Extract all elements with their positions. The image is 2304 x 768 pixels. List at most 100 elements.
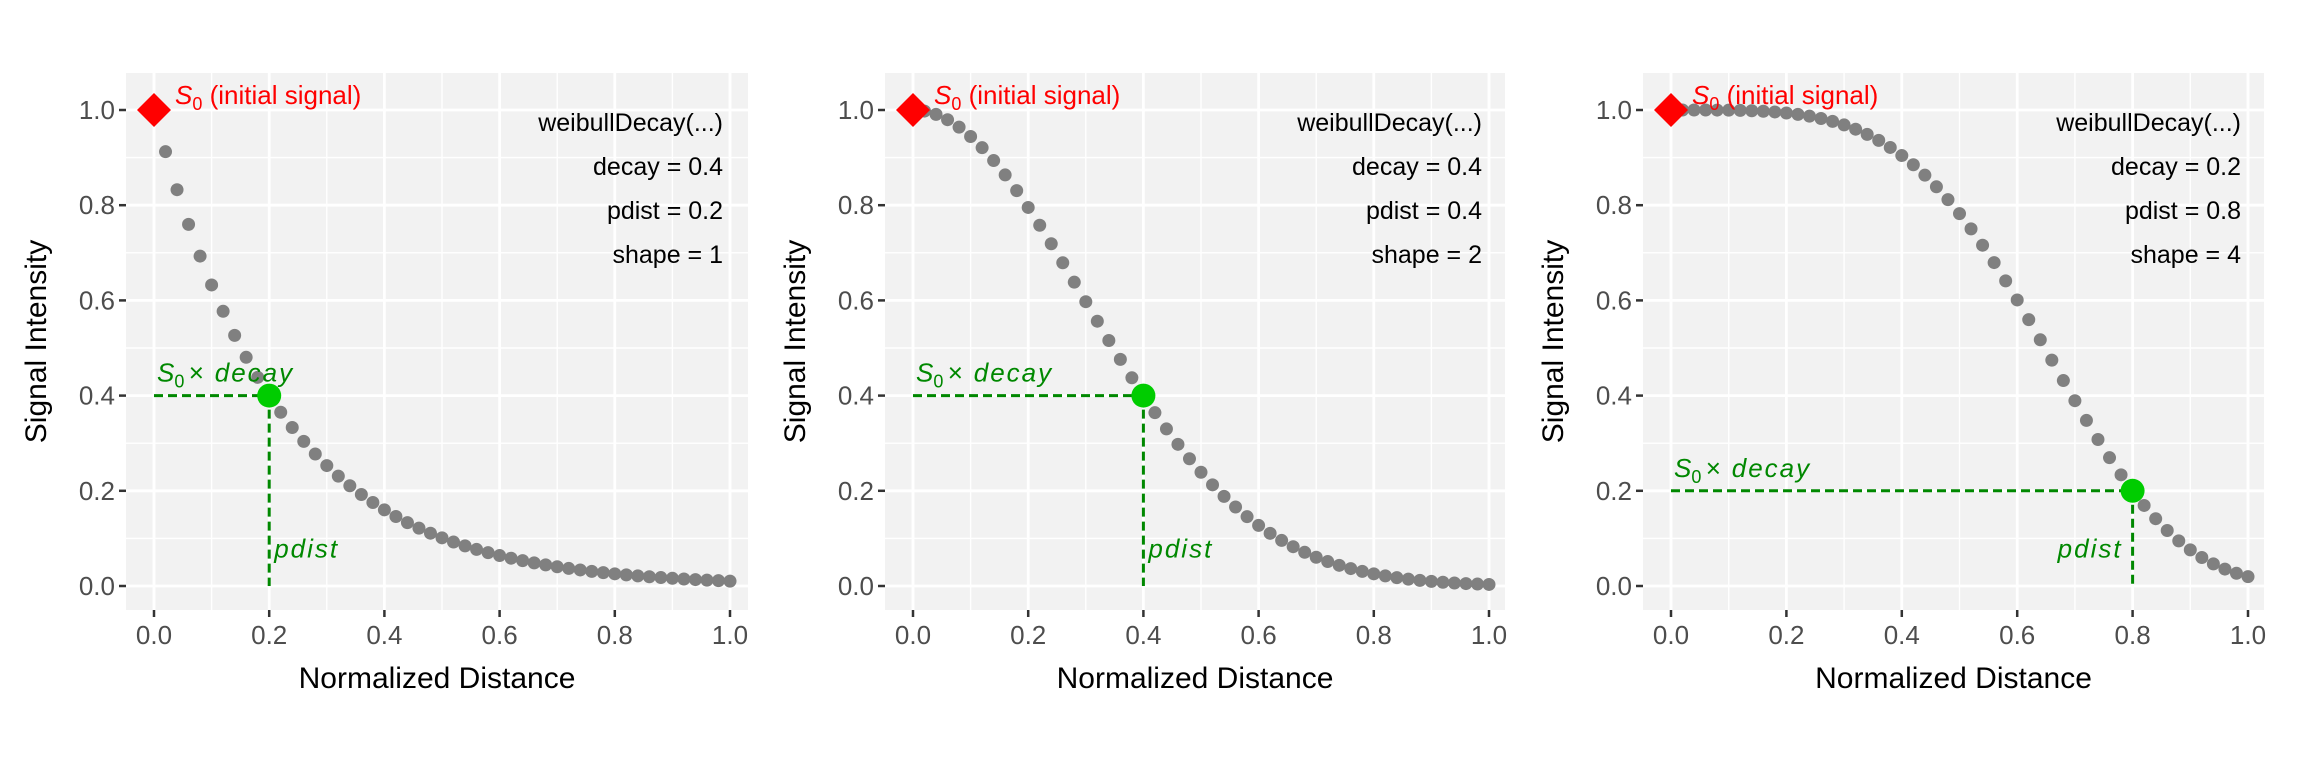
data-point (2079, 413, 2093, 427)
data-point (1240, 510, 1254, 524)
y-tick-label: 0.4 (79, 381, 115, 411)
data-point (585, 564, 599, 578)
data-point (1033, 218, 1047, 232)
data-point (1436, 575, 1450, 589)
data-point (1148, 406, 1162, 420)
panel-2: 0.0 0.2 0.4 0.6 0.8 1.0 0.0 0.2 0.4 0.6 0.8 1.0 Norm… (779, 73, 1507, 695)
decay-label-subscript: 0 (1691, 467, 1701, 487)
decay-label-symbol: S (1674, 453, 1692, 483)
data-point (2172, 534, 2186, 548)
data-point (216, 304, 230, 318)
data-point (1906, 158, 1920, 172)
data-point (308, 447, 322, 461)
data-point (1378, 569, 1392, 583)
data-point (1895, 149, 1909, 163)
data-point (527, 556, 541, 570)
data-point (573, 563, 587, 577)
parameter-annotation: shape = 2 (1371, 241, 1482, 269)
y-tick-label: 0.2 (838, 476, 874, 506)
data-point (998, 168, 1012, 182)
y-tick-label: 0.4 (1596, 381, 1632, 411)
y-tick-label: 1.0 (79, 95, 115, 125)
data-point (1263, 526, 1277, 540)
data-point (1010, 184, 1024, 198)
data-point (228, 328, 242, 342)
y-tick-label: 0.0 (1596, 571, 1632, 601)
x-tick-label: 0.6 (1241, 620, 1277, 650)
data-point (1275, 533, 1289, 547)
x-tick-label: 1.0 (712, 620, 748, 650)
data-point (1182, 452, 1196, 466)
decay-point (257, 383, 282, 408)
data-point (435, 531, 449, 545)
data-point (550, 560, 564, 574)
data-point (2218, 562, 2232, 576)
x-tick-label: 0.4 (1884, 620, 1920, 650)
data-point (516, 554, 530, 568)
data-point (1171, 437, 1185, 451)
data-point (1090, 314, 1104, 328)
data-point (642, 570, 656, 584)
data-point (274, 405, 288, 419)
data-point (320, 459, 334, 473)
data-point (1252, 518, 1266, 532)
x-tick-label: 0.8 (2115, 620, 2151, 650)
data-point (1791, 107, 1805, 121)
decay-label-subscript: 0 (174, 372, 184, 392)
data-point (941, 113, 955, 127)
data-point (458, 539, 472, 553)
data-point (1206, 478, 1220, 492)
data-point (1883, 140, 1897, 154)
data-point (2068, 394, 2082, 408)
data-point (1999, 274, 2013, 288)
data-point (1447, 576, 1461, 590)
data-point (354, 488, 368, 502)
data-point (205, 278, 219, 292)
data-point (2160, 524, 2174, 538)
data-point (1837, 118, 1851, 132)
data-point (1964, 222, 1978, 236)
data-point (343, 479, 357, 493)
data-point (1872, 133, 1886, 147)
data-point (596, 566, 610, 580)
data-point (377, 503, 391, 517)
data-point (1976, 238, 1990, 252)
data-point (170, 183, 184, 197)
data-point (1756, 104, 1770, 118)
pdist-label: pdist (273, 533, 339, 563)
y-tick-label: 0.2 (1596, 476, 1632, 506)
data-point (608, 567, 622, 581)
decay-point (1131, 383, 1156, 408)
data-point (1344, 562, 1358, 576)
data-point (2229, 566, 2243, 580)
data-point (297, 434, 311, 448)
data-point (481, 546, 495, 560)
initial-signal-label: S0 (initial signal) (175, 80, 361, 114)
s0-symbol: S (175, 80, 193, 110)
plot-background (126, 73, 748, 610)
x-tick-label: 0.8 (597, 620, 633, 650)
decay-label-subscript: 0 (933, 372, 943, 392)
parameter-annotation: shape = 1 (612, 241, 723, 269)
data-point (1745, 104, 1759, 118)
data-point (389, 510, 403, 524)
pdist-label: pdist (1147, 533, 1213, 563)
initial-signal-label: S0 (initial signal) (1692, 80, 1878, 114)
data-point (1021, 200, 1035, 214)
y-axis-title: Signal Intensity (779, 240, 812, 443)
data-point (447, 535, 461, 549)
data-point (2022, 313, 2036, 327)
initial-signal-marker (137, 93, 171, 127)
data-point (1125, 371, 1139, 385)
data-point (665, 571, 679, 585)
y-tick-label: 1.0 (1596, 95, 1632, 125)
data-point (964, 129, 978, 143)
data-point (2056, 374, 2070, 388)
x-tick-label: 0.6 (1999, 620, 2035, 650)
x-tick-label: 0.2 (251, 620, 287, 650)
parameter-annotation: shape = 4 (2130, 241, 2241, 269)
data-point (285, 420, 299, 434)
x-tick-label: 0.8 (1356, 620, 1392, 650)
x-tick-label: 0.4 (366, 620, 402, 650)
x-axis-title: Normalized Distance (1057, 662, 1334, 695)
